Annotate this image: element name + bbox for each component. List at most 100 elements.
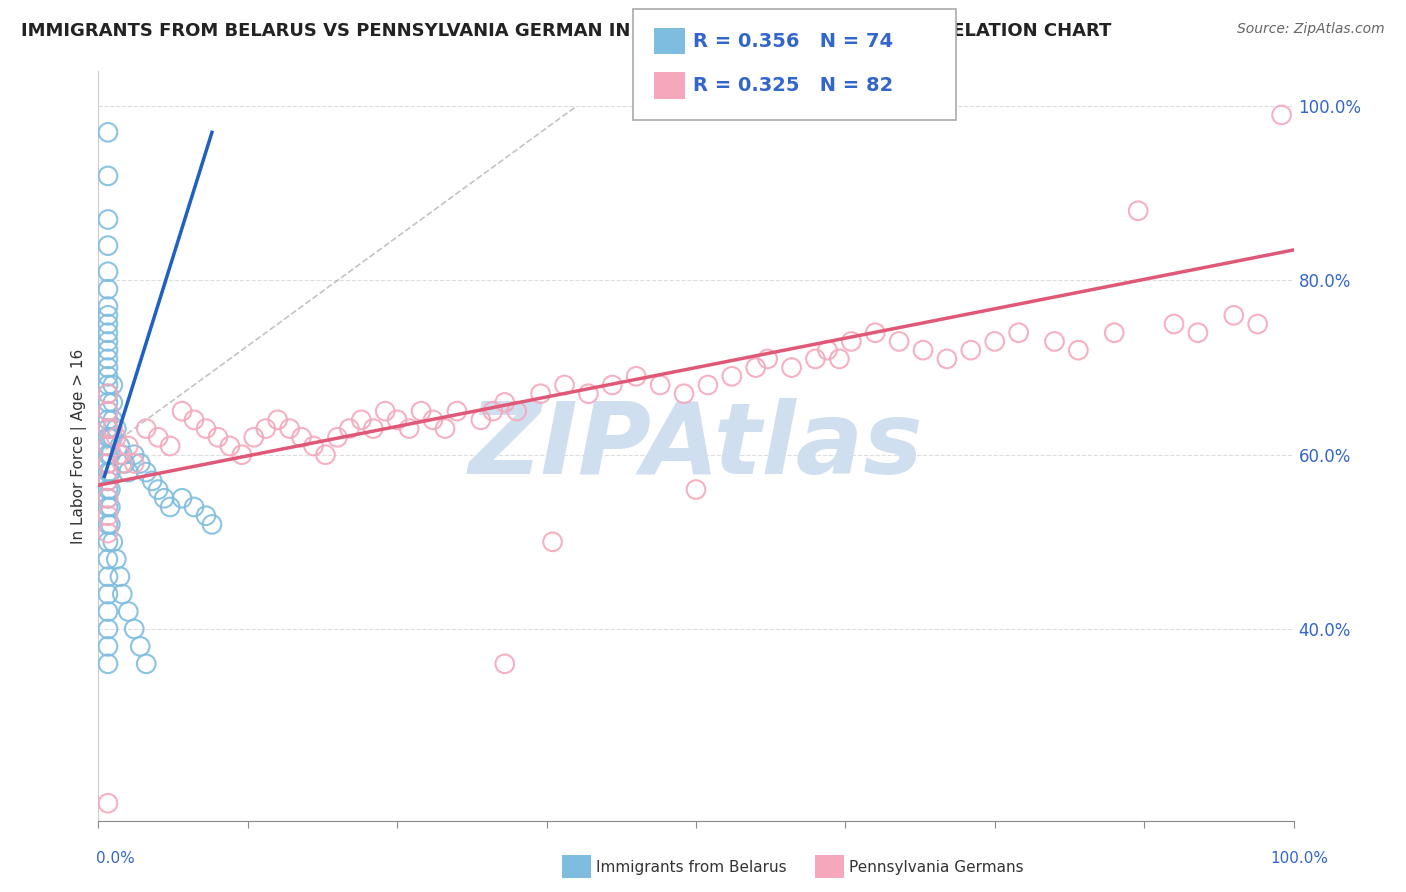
Point xyxy=(1271,108,1294,122)
Point xyxy=(506,404,529,418)
Point xyxy=(97,326,120,340)
Point xyxy=(97,500,120,514)
Point xyxy=(267,413,290,427)
Point xyxy=(97,517,120,532)
Point xyxy=(141,474,163,488)
Point xyxy=(98,500,122,514)
Point xyxy=(97,395,120,409)
Point xyxy=(117,605,139,619)
Point xyxy=(841,334,863,349)
Point xyxy=(97,534,120,549)
Point xyxy=(97,430,120,444)
Point xyxy=(1043,334,1066,349)
Point xyxy=(936,351,959,366)
Point xyxy=(697,378,720,392)
Point xyxy=(97,474,120,488)
Point xyxy=(105,430,128,444)
Point xyxy=(195,421,218,435)
Point xyxy=(97,378,120,392)
Point xyxy=(815,343,838,358)
Point xyxy=(1008,326,1031,340)
Point xyxy=(398,421,420,435)
Point xyxy=(98,465,122,479)
Text: 100.0%: 100.0% xyxy=(1271,851,1329,865)
Point xyxy=(374,404,396,418)
Point xyxy=(148,430,170,444)
Point xyxy=(111,457,134,471)
Point xyxy=(804,351,827,366)
Point xyxy=(97,605,120,619)
Point xyxy=(98,483,122,497)
Point xyxy=(363,421,385,435)
Point xyxy=(98,448,122,462)
Point xyxy=(278,421,301,435)
Point xyxy=(243,430,266,444)
Point xyxy=(745,360,768,375)
Point xyxy=(97,526,120,541)
Point xyxy=(434,421,457,435)
Point xyxy=(326,430,349,444)
Text: Immigrants from Belarus: Immigrants from Belarus xyxy=(596,860,787,874)
Point xyxy=(101,534,124,549)
Text: R = 0.325   N = 82: R = 0.325 N = 82 xyxy=(693,76,893,95)
Text: IMMIGRANTS FROM BELARUS VS PENNSYLVANIA GERMAN IN LABOR FORCE | AGE > 16 CORRELA: IMMIGRANTS FROM BELARUS VS PENNSYLVANIA … xyxy=(21,22,1112,40)
Point xyxy=(98,430,122,444)
Point xyxy=(97,238,120,252)
Point xyxy=(108,448,131,462)
Point xyxy=(117,465,139,479)
Point xyxy=(1223,308,1246,322)
Point xyxy=(97,169,120,183)
Point xyxy=(97,439,120,453)
Point xyxy=(153,491,176,506)
Point xyxy=(481,404,505,418)
Point xyxy=(97,474,120,488)
Point xyxy=(97,308,120,322)
Point xyxy=(101,395,124,409)
Point xyxy=(97,491,120,506)
Point xyxy=(97,570,120,584)
Point xyxy=(446,404,468,418)
Point xyxy=(129,457,152,471)
Point xyxy=(828,351,851,366)
Text: R = 0.356   N = 74: R = 0.356 N = 74 xyxy=(693,31,893,51)
Point xyxy=(231,448,253,462)
Point xyxy=(97,465,120,479)
Y-axis label: In Labor Force | Age > 16: In Labor Force | Age > 16 xyxy=(72,349,87,543)
Point xyxy=(97,351,120,366)
Point xyxy=(97,421,120,435)
Point xyxy=(422,413,444,427)
Point xyxy=(97,334,120,349)
Point xyxy=(207,430,229,444)
Point xyxy=(685,483,707,497)
Point xyxy=(97,622,120,636)
Point xyxy=(124,457,146,471)
Point xyxy=(172,491,194,506)
Point xyxy=(135,465,157,479)
Point xyxy=(97,491,120,506)
Text: ZIPAtlas: ZIPAtlas xyxy=(468,398,924,494)
Point xyxy=(114,457,136,471)
Point xyxy=(201,517,224,532)
Point xyxy=(124,448,146,462)
Point xyxy=(97,386,120,401)
Point xyxy=(97,360,120,375)
Text: Source: ZipAtlas.com: Source: ZipAtlas.com xyxy=(1237,22,1385,37)
Point xyxy=(159,439,181,453)
Point xyxy=(626,369,648,384)
Point xyxy=(97,404,120,418)
Point xyxy=(97,386,120,401)
Point xyxy=(494,657,516,671)
Point xyxy=(129,640,152,654)
Point xyxy=(183,500,205,514)
Point xyxy=(101,378,124,392)
Point xyxy=(117,439,139,453)
Point xyxy=(97,282,120,296)
Point xyxy=(97,587,120,601)
Point xyxy=(97,508,120,523)
Point xyxy=(350,413,373,427)
Point xyxy=(889,334,911,349)
Point xyxy=(97,212,120,227)
Point xyxy=(159,500,181,514)
Point xyxy=(97,552,120,566)
Point xyxy=(302,439,325,453)
